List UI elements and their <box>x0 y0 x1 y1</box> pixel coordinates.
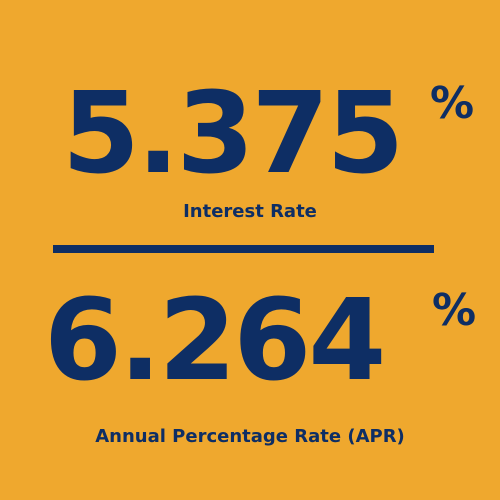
apr-value: 6.264 <box>44 276 386 406</box>
interest-rate-percent-sign: % <box>430 78 475 129</box>
interest-rate-value: 5.375 <box>62 69 404 199</box>
divider-line <box>53 245 434 253</box>
apr-label: Annual Percentage Rate (APR) <box>95 426 405 447</box>
interest-rate-label: Interest Rate <box>183 201 317 222</box>
apr-percent-sign: % <box>432 285 477 336</box>
